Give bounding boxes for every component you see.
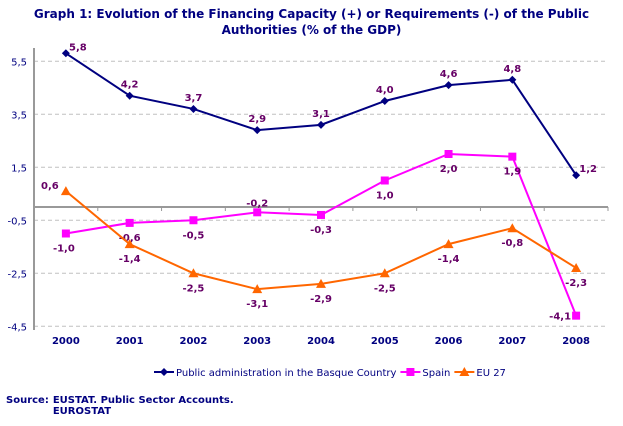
data-point-triangle (379, 268, 390, 278)
y-tick-label: 1,5 (11, 163, 27, 174)
y-tick-label: 3,5 (11, 110, 27, 121)
data-label: -2,5 (183, 283, 205, 294)
source-note: Source: EUSTAT. Public Sector Accounts. … (6, 395, 234, 417)
data-label: -2,3 (565, 278, 587, 289)
data-label: 4,0 (376, 85, 394, 96)
legend-label: Spain (422, 368, 450, 379)
data-label: -2,5 (374, 283, 396, 294)
data-label: 1,0 (376, 191, 394, 202)
legend-label: EU 27 (476, 368, 506, 379)
data-point-square (406, 368, 415, 376)
data-label: 1,9 (503, 167, 521, 178)
x-tick-label: 2006 (435, 336, 463, 347)
data-label: -2,9 (310, 294, 332, 305)
data-label: -1,4 (438, 254, 460, 265)
data-point-triangle (252, 284, 263, 294)
data-point-square (61, 229, 70, 238)
data-point-square (125, 218, 134, 227)
data-label: -0,3 (310, 225, 332, 236)
x-tick-label: 2005 (371, 336, 399, 347)
chart-title-line-1: Graph 1: Evolution of the Financing Capa… (33, 7, 590, 21)
data-label: -0,2 (246, 198, 268, 209)
data-point-diamond (160, 368, 168, 376)
source-label: Source: (6, 395, 49, 406)
data-point-diamond (253, 126, 262, 135)
data-label: 1,2 (579, 164, 597, 175)
data-label: -1,4 (119, 254, 141, 265)
chart-title-line-2: Authorities (% of the GDP) (221, 23, 402, 37)
data-point-square (189, 216, 198, 225)
data-point-triangle (60, 186, 71, 196)
data-point-square (444, 150, 453, 158)
series-line-eu-27 (65, 190, 577, 291)
data-point-diamond (508, 75, 517, 84)
data-label: 2,9 (248, 114, 266, 125)
data-label: 2,0 (440, 164, 458, 175)
data-point-triangle (459, 367, 470, 376)
x-tick-label: 2002 (180, 336, 208, 347)
y-tick-label: -2,5 (7, 269, 27, 280)
data-point-triangle (571, 262, 582, 272)
data-point-square (380, 176, 389, 185)
data-label: 4,8 (503, 64, 521, 75)
data-point-triangle (443, 239, 454, 249)
data-label: 5,8 (69, 42, 87, 53)
data-label: 3,7 (185, 93, 203, 104)
x-tick-label: 2001 (116, 336, 144, 347)
data-point-triangle (507, 223, 518, 233)
data-point-diamond (125, 91, 134, 100)
data-point-square (253, 208, 262, 217)
data-point-diamond (317, 120, 325, 129)
data-point-square (572, 311, 581, 320)
legend-label: Public administration in the Basque Coun… (176, 368, 396, 379)
y-tick-label: 5,5 (11, 57, 27, 68)
data-label: 4,2 (121, 80, 139, 91)
data-label: 0,6 (41, 181, 59, 192)
data-point-diamond (189, 104, 198, 113)
data-label: 4,6 (440, 69, 458, 80)
x-tick-label: 2000 (52, 336, 80, 347)
source-line-2: EUROSTAT (52, 406, 112, 417)
data-point-diamond (444, 81, 453, 90)
chart-title: Graph 1: Evolution of the Financing Capa… (0, 6, 623, 38)
source-line-1: EUSTAT. Public Sector Accounts. (52, 395, 234, 406)
data-label: -1,0 (53, 244, 75, 255)
data-label: -3,1 (246, 299, 268, 310)
data-point-diamond (380, 97, 389, 105)
data-point-triangle (316, 278, 326, 288)
y-tick-label: -0,5 (7, 216, 27, 227)
x-tick-label: 2008 (562, 336, 590, 347)
data-label: 3,1 (312, 109, 330, 120)
data-label: -0,6 (119, 233, 141, 244)
data-point-diamond (61, 49, 70, 58)
data-point-triangle (188, 268, 199, 278)
x-tick-label: 2003 (243, 336, 271, 347)
data-point-square (317, 210, 325, 219)
data-point-diamond (572, 171, 581, 180)
data-label: -0,8 (501, 238, 523, 249)
x-tick-label: 2004 (307, 336, 335, 347)
data-point-triangle (124, 239, 135, 249)
data-label: -0,5 (183, 230, 205, 241)
x-tick-label: 2007 (498, 336, 526, 347)
y-tick-label: -4,5 (7, 322, 27, 333)
data-point-square (508, 152, 517, 161)
data-label: -4,1 (549, 312, 571, 323)
